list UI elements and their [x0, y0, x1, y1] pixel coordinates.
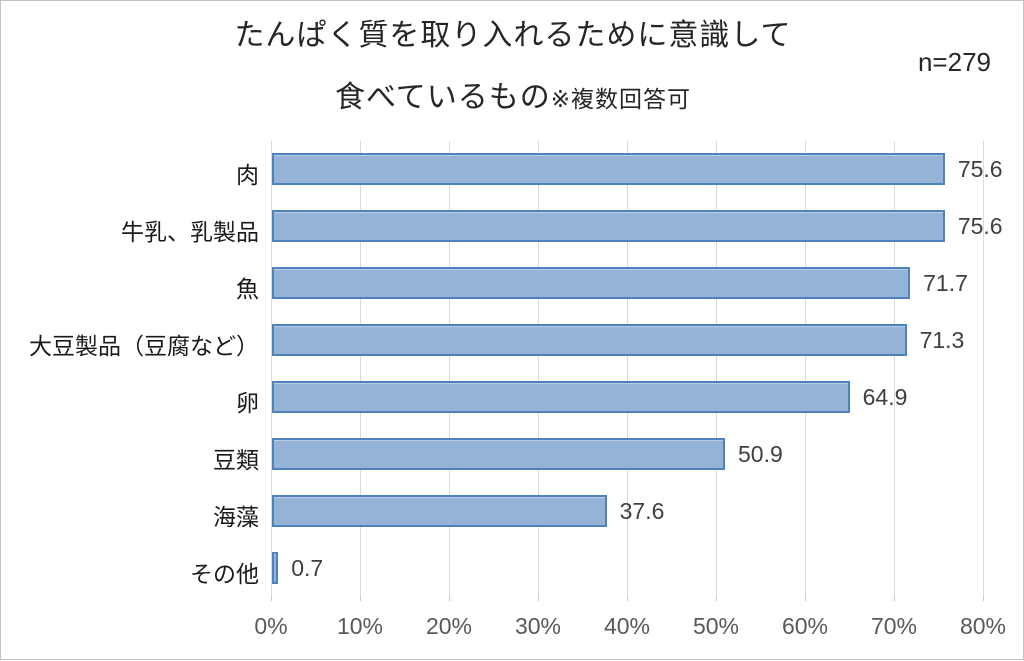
chart-title: たんぱく質を取り入れるために意識して 食べているもの※複数回答可: [1, 21, 1024, 113]
bar: [272, 437, 725, 470]
gridline: [360, 141, 361, 596]
category-label: 牛乳、乳製品: [121, 219, 259, 246]
value-label: 75.6: [957, 156, 1003, 183]
bar: [272, 324, 907, 357]
x-axis-tick-label: 30%: [514, 613, 562, 639]
category-label: 豆類: [213, 446, 259, 473]
value-label: 64.9: [862, 383, 908, 410]
chart-title-note: ※複数回答可: [550, 86, 692, 112]
axis-tick: [627, 596, 628, 601]
axis-tick: [538, 596, 539, 601]
x-axis-tick-label: 10%: [336, 613, 384, 639]
axis-tick: [449, 596, 450, 601]
category-label: その他: [190, 560, 259, 587]
gridline: [271, 141, 272, 596]
gridline: [983, 141, 984, 596]
x-axis-tick-label: 0%: [254, 613, 288, 639]
x-axis-tick-label: 60%: [781, 613, 829, 639]
bar: [272, 153, 945, 186]
axis-tick: [716, 596, 717, 601]
value-label: 71.7: [923, 270, 968, 297]
gridline: [894, 141, 895, 596]
category-label: 大豆製品（豆腐など）: [29, 333, 259, 360]
value-label: 75.6: [957, 213, 1003, 240]
x-axis-tick-label: 40%: [603, 613, 651, 639]
value-label: 71.3: [919, 327, 965, 354]
bar: [272, 380, 850, 413]
value-label: 50.9: [738, 440, 783, 467]
x-axis-tick-label: 20%: [425, 613, 473, 639]
axis-tick: [894, 596, 895, 601]
axis-tick: [983, 596, 984, 601]
bar: [272, 494, 607, 527]
chart-title-line1: たんぱく質を取り入れるために意識して: [234, 19, 792, 52]
bar: [272, 267, 911, 300]
gridline: [627, 141, 628, 596]
x-axis-tick-label: 80%: [959, 613, 1007, 639]
category-label: 魚: [236, 276, 259, 303]
axis-tick: [805, 596, 806, 601]
bar: [272, 210, 945, 243]
category-label: 卵: [236, 389, 259, 416]
value-label: 0.7: [291, 554, 324, 581]
value-label: 37.6: [619, 497, 665, 524]
gridline: [538, 141, 539, 596]
x-axis-tick-label: 70%: [870, 613, 918, 639]
category-label: 肉: [236, 162, 259, 189]
x-axis-tick-label: 50%: [692, 613, 740, 639]
axis-tick: [271, 596, 272, 601]
sample-size-label: n=279: [917, 47, 991, 77]
chart-title-line2: 食べているもの※複数回答可: [1, 83, 1024, 113]
gridline: [805, 141, 806, 596]
axis-tick: [360, 596, 361, 601]
chart-title-line2-main: 食べているもの: [334, 81, 551, 114]
category-label: 海藻: [213, 503, 259, 530]
gridline: [716, 141, 717, 596]
bar: [272, 551, 279, 584]
gridline: [449, 141, 450, 596]
